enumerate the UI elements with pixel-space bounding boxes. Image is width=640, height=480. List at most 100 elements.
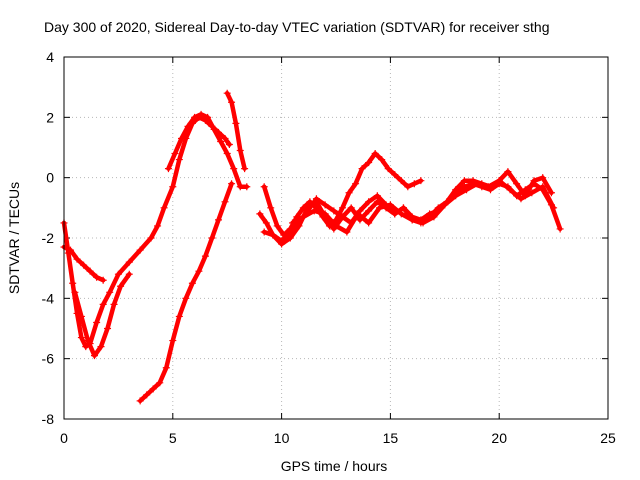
y-tick-label: 0	[46, 170, 54, 186]
data-point-marker	[84, 337, 92, 345]
series-track-5	[164, 110, 251, 191]
data-point-marker	[286, 234, 294, 242]
y-tick-label: -8	[42, 411, 55, 427]
data-point-marker	[110, 300, 118, 308]
series-track-7	[260, 150, 425, 239]
data-point-marker	[71, 288, 79, 296]
data-point-marker	[330, 207, 338, 215]
data-point-marker	[175, 312, 183, 320]
data-point-marker	[434, 204, 442, 212]
data-point-marker	[365, 207, 373, 215]
data-point-marker	[143, 391, 151, 399]
data-point-marker	[286, 228, 294, 236]
data-point-marker	[295, 219, 303, 227]
data-point-marker	[443, 198, 451, 206]
data-point-marker	[93, 318, 101, 326]
data-point-marker	[182, 294, 190, 302]
data-point-marker	[347, 204, 355, 212]
data-point-marker	[136, 246, 144, 254]
data-point-marker	[426, 213, 434, 221]
data-point-marker	[343, 228, 351, 236]
data-point-marker	[399, 204, 407, 212]
data-point-marker	[147, 234, 155, 242]
data-point-marker	[223, 89, 231, 97]
data-point-marker	[99, 300, 107, 308]
data-point-marker	[223, 150, 231, 158]
x-tick-label: 15	[383, 430, 399, 446]
data-point-marker	[195, 267, 203, 275]
data-series	[60, 89, 564, 405]
data-point-marker	[169, 183, 177, 191]
data-point-marker	[365, 219, 373, 227]
y-tick-label: -4	[42, 290, 55, 306]
data-point-marker	[304, 207, 312, 215]
x-tick-label: 25	[600, 430, 616, 446]
data-point-marker	[125, 258, 133, 266]
data-point-marker	[225, 140, 233, 148]
data-point-marker	[208, 234, 216, 242]
series-trace	[61, 115, 232, 349]
data-point-marker	[358, 165, 366, 173]
data-point-marker	[378, 156, 386, 164]
data-point-marker	[371, 150, 379, 158]
x-tick-label: 0	[60, 430, 68, 446]
data-point-marker	[256, 210, 264, 218]
data-point-marker	[69, 279, 77, 287]
data-point-marker	[356, 207, 364, 215]
data-point-marker	[495, 177, 503, 185]
data-point-marker	[93, 273, 101, 281]
data-point-marker	[517, 195, 525, 203]
y-tick-label: 4	[46, 49, 54, 65]
series-track-10	[256, 168, 555, 245]
data-point-marker	[373, 192, 381, 200]
data-point-marker	[267, 204, 275, 212]
data-point-marker	[391, 171, 399, 179]
data-point-marker	[73, 255, 81, 263]
series-trace	[261, 151, 424, 238]
data-point-marker	[80, 261, 88, 269]
data-point-marker	[117, 282, 125, 290]
data-point-marker	[345, 189, 353, 197]
data-point-marker	[384, 165, 392, 173]
data-point-marker	[171, 150, 179, 158]
data-point-marker	[321, 210, 329, 218]
data-point-marker	[232, 119, 240, 127]
data-point-marker	[204, 113, 212, 121]
grid	[64, 57, 608, 419]
data-point-marker	[260, 183, 268, 191]
data-point-marker	[339, 213, 347, 221]
data-point-marker	[376, 204, 384, 212]
data-point-marker	[104, 325, 112, 332]
data-point-marker	[230, 165, 238, 173]
data-point-marker	[114, 270, 122, 278]
data-point-marker	[175, 156, 183, 164]
x-tick-label: 10	[274, 430, 290, 446]
data-point-marker	[521, 192, 529, 200]
data-point-marker	[397, 177, 405, 185]
data-point-marker	[77, 312, 85, 320]
data-point-marker	[312, 195, 320, 203]
x-axis-label: GPS time / hours	[281, 458, 388, 474]
data-point-marker	[136, 397, 144, 405]
data-point-marker	[408, 216, 416, 224]
data-point-marker	[77, 334, 85, 342]
data-point-marker	[90, 352, 98, 360]
data-point-marker	[188, 279, 196, 287]
data-point-marker	[197, 110, 205, 118]
series-track-4	[136, 180, 236, 405]
data-point-marker	[178, 134, 186, 142]
data-point-marker	[241, 165, 249, 173]
data-point-marker	[191, 113, 199, 121]
data-point-marker	[221, 198, 229, 206]
data-point-marker	[556, 225, 564, 233]
data-point-marker	[539, 183, 547, 191]
series-track-3	[71, 270, 133, 360]
data-point-marker	[417, 219, 425, 227]
x-tick-label: 20	[491, 430, 507, 446]
data-point-marker	[86, 267, 94, 275]
data-point-marker	[243, 183, 251, 191]
data-point-marker	[417, 177, 425, 185]
data-point-marker	[504, 168, 512, 176]
data-point-marker	[460, 177, 468, 185]
data-point-marker	[365, 159, 373, 167]
